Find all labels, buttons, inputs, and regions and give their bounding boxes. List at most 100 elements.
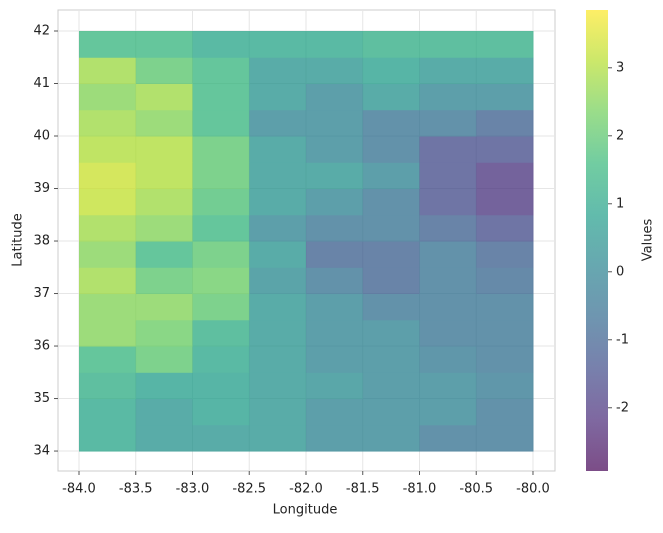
- heat-cell: [476, 83, 534, 111]
- heat-cell: [192, 136, 250, 163]
- heat-cell: [192, 188, 250, 216]
- heat-cell: [476, 57, 534, 85]
- heat-cell: [135, 398, 193, 426]
- heat-cell: [305, 136, 364, 163]
- heat-cell: [419, 241, 477, 268]
- heat-cell: [78, 214, 137, 242]
- heat-cell: [249, 346, 307, 373]
- cells: [78, 31, 534, 452]
- x-tick-label: -82.5: [232, 482, 266, 497]
- heat-cell: [135, 162, 193, 190]
- heat-cell: [419, 319, 477, 347]
- x-tick-label: -81.0: [403, 482, 437, 497]
- heat-cell: [78, 319, 137, 347]
- heat-cell: [419, 31, 477, 58]
- heat-cell: [305, 319, 364, 347]
- heat-cell: [249, 241, 307, 268]
- heat-cell: [362, 31, 420, 58]
- heat-cell: [135, 293, 193, 321]
- colorbar-tick-label: 1: [616, 196, 624, 211]
- heat-cell: [78, 424, 137, 452]
- heat-cell: [476, 424, 534, 452]
- heat-cell: [362, 372, 420, 400]
- heat-cell: [476, 319, 534, 347]
- y-tick-label: 40: [33, 129, 50, 144]
- heat-cell: [78, 267, 137, 295]
- heat-cell: [78, 109, 137, 137]
- heat-cell: [135, 319, 193, 347]
- heat-cell: [192, 319, 250, 347]
- heat-cell: [135, 109, 193, 137]
- colorbar: [586, 10, 608, 471]
- heat-cell: [476, 267, 534, 295]
- heat-cell: [305, 214, 364, 242]
- heat-cell: [476, 109, 534, 137]
- heat-cell: [192, 267, 250, 295]
- heat-cell: [362, 346, 420, 373]
- heat-cell: [476, 372, 534, 400]
- heat-cell: [362, 241, 420, 268]
- x-tick-label: -83.0: [176, 482, 210, 497]
- heat-cell: [192, 372, 250, 400]
- heat-cell: [135, 424, 193, 452]
- heat-cell: [362, 214, 420, 242]
- heat-cell: [192, 241, 250, 268]
- heat-cell: [476, 293, 534, 321]
- heat-cell: [78, 293, 137, 321]
- heat-cell: [249, 319, 307, 347]
- heat-cell: [135, 57, 193, 85]
- heat-cell: [362, 267, 420, 295]
- heat-cell: [362, 293, 420, 321]
- x-tick-label: -81.5: [346, 482, 380, 497]
- heat-cell: [192, 83, 250, 111]
- colorbar-label: Values: [641, 219, 656, 262]
- heat-cell: [305, 241, 364, 268]
- y-tick-label: 38: [33, 234, 50, 249]
- heat-cell: [135, 267, 193, 295]
- heat-cell: [249, 267, 307, 295]
- colorbar-tick-label: -2: [616, 400, 629, 415]
- heat-cell: [78, 57, 137, 85]
- colorbar-tick-label: -1: [616, 332, 629, 347]
- heat-cell: [419, 372, 477, 400]
- x-tick-label: -80.5: [459, 482, 493, 497]
- heat-cell: [419, 398, 477, 426]
- heat-cell: [305, 346, 364, 373]
- heat-cell: [419, 267, 477, 295]
- heat-cell: [135, 241, 193, 268]
- y-tick-label: 42: [33, 24, 50, 39]
- heat-cell: [192, 424, 250, 452]
- heat-cell: [249, 136, 307, 163]
- heat-cell: [192, 57, 250, 85]
- heat-cell: [476, 241, 534, 268]
- heat-cell: [249, 188, 307, 216]
- heat-cell: [135, 136, 193, 163]
- heat-cell: [305, 372, 364, 400]
- heat-cell: [78, 372, 137, 400]
- heat-cell: [305, 424, 364, 452]
- heat-cell: [249, 398, 307, 426]
- heat-cell: [419, 293, 477, 321]
- y-tick-label: 34: [33, 444, 50, 459]
- heat-cell: [78, 346, 137, 373]
- heat-cell: [476, 346, 534, 373]
- colorbar-tick-label: 3: [616, 60, 624, 75]
- heat-cell: [305, 162, 364, 190]
- heat-cell: [135, 31, 193, 58]
- heat-cell: [78, 136, 137, 163]
- heat-cell: [192, 109, 250, 137]
- x-tick-label: -80.0: [516, 482, 550, 497]
- heat-cell: [305, 267, 364, 295]
- heat-cell: [419, 83, 477, 111]
- heat-cell: [78, 162, 137, 190]
- heat-cell: [249, 372, 307, 400]
- heat-cell: [135, 346, 193, 373]
- heat-cell: [78, 83, 137, 111]
- heat-cell: [192, 346, 250, 373]
- heat-cell: [135, 83, 193, 111]
- heat-cell: [362, 136, 420, 163]
- heat-cell: [419, 346, 477, 373]
- y-axis-label: Latitude: [11, 213, 26, 267]
- heat-cell: [362, 109, 420, 137]
- heat-cell: [305, 57, 364, 85]
